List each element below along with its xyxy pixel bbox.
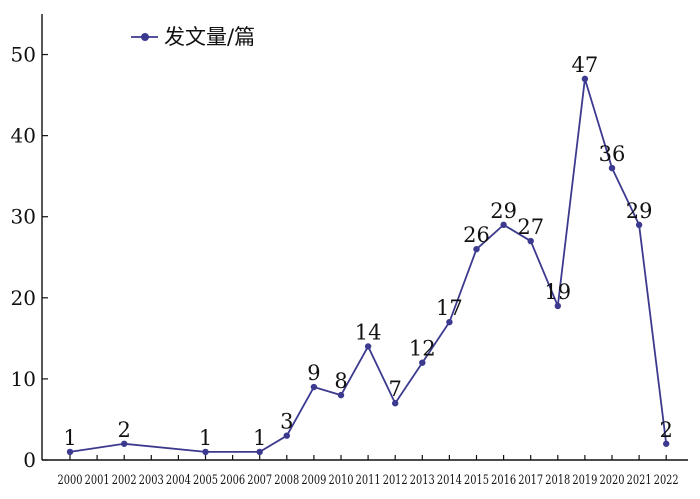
data-label: 29 <box>626 199 653 223</box>
y-tick-label: 40 <box>11 124 36 148</box>
x-tick-label: 2009 <box>301 473 326 488</box>
data-point <box>364 343 372 350</box>
x-tick-label: 2001 <box>85 473 110 488</box>
data-point <box>337 391 345 399</box>
legend: 发文量/篇 <box>131 25 255 49</box>
x-tick-label: 2004 <box>166 473 191 488</box>
data-point <box>419 359 426 366</box>
x-tick-label: 2019 <box>572 473 597 488</box>
legend-marker <box>141 33 149 41</box>
data-label: 3 <box>280 410 293 434</box>
data-label: 9 <box>307 361 320 385</box>
x-tick-label: 2012 <box>383 473 408 488</box>
y-tick-label: 50 <box>11 43 36 67</box>
x-tick-label: 2000 <box>58 473 83 488</box>
x-tick-label: 2005 <box>193 473 218 488</box>
y-axis-ticks: 0 10 20 30 40 50 <box>11 43 48 472</box>
x-tick-label: 2011 <box>356 473 381 488</box>
x-tick-label: 2018 <box>545 473 570 488</box>
data-label: 12 <box>409 337 436 361</box>
data-point <box>256 448 263 456</box>
data-point <box>121 440 128 447</box>
data-label: 14 <box>355 320 382 344</box>
data-label: 2 <box>660 418 673 442</box>
data-point <box>635 221 643 229</box>
data-label: 1 <box>199 426 212 450</box>
data-label: 19 <box>544 280 571 304</box>
series-layer <box>66 75 670 456</box>
data-label: 29 <box>490 199 517 223</box>
data-label: 2 <box>118 418 131 442</box>
axes <box>41 14 688 461</box>
x-tick-label: 2022 <box>654 473 679 488</box>
data-point <box>500 221 507 229</box>
data-label: 47 <box>572 53 599 77</box>
x-tick-label: 2017 <box>518 473 543 488</box>
x-tick-label: 2008 <box>274 473 299 488</box>
data-point <box>527 237 534 245</box>
data-point <box>554 302 561 310</box>
data-label: 1 <box>253 426 266 450</box>
data-point <box>446 318 453 326</box>
data-point <box>473 245 480 253</box>
legend-label: 发文量/篇 <box>164 25 255 49</box>
data-label: 26 <box>463 223 490 247</box>
data-point <box>581 75 589 83</box>
x-tick-label: 2010 <box>329 473 354 488</box>
x-tick-label: 2021 <box>627 473 652 488</box>
y-tick-label: 20 <box>11 286 36 310</box>
data-point <box>66 448 74 456</box>
x-tick-label: 2016 <box>491 473 516 488</box>
x-tick-label: 2015 <box>464 473 489 488</box>
data-point <box>310 383 318 391</box>
data-label: 1 <box>63 426 76 450</box>
x-tick-label: 2007 <box>247 473 272 488</box>
y-tick-label: 30 <box>11 205 36 229</box>
data-label: 27 <box>517 215 544 239</box>
x-tick-label: 2003 <box>139 473 164 488</box>
y-tick-label: 10 <box>11 367 36 391</box>
x-tick-label: 2013 <box>410 473 435 488</box>
x-axis-ticks: 2000 2001 2002 2003 2004 2005 2006 2007 2008 2009… <box>58 455 679 488</box>
data-point <box>283 432 290 439</box>
x-tick-label: 2002 <box>112 473 137 488</box>
data-label: 17 <box>436 296 463 320</box>
y-tick-label: 0 <box>23 448 36 472</box>
data-point <box>608 164 616 172</box>
data-label: 36 <box>599 142 626 166</box>
data-label: 7 <box>389 377 402 401</box>
x-tick-label: 2020 <box>600 473 625 488</box>
x-tick-label: 2014 <box>437 473 462 488</box>
x-tick-label: 2006 <box>220 473 245 488</box>
data-label: 8 <box>334 369 347 393</box>
series-line <box>69 78 668 453</box>
data-point <box>202 448 209 456</box>
data-point <box>663 440 670 447</box>
data-point <box>392 400 399 407</box>
